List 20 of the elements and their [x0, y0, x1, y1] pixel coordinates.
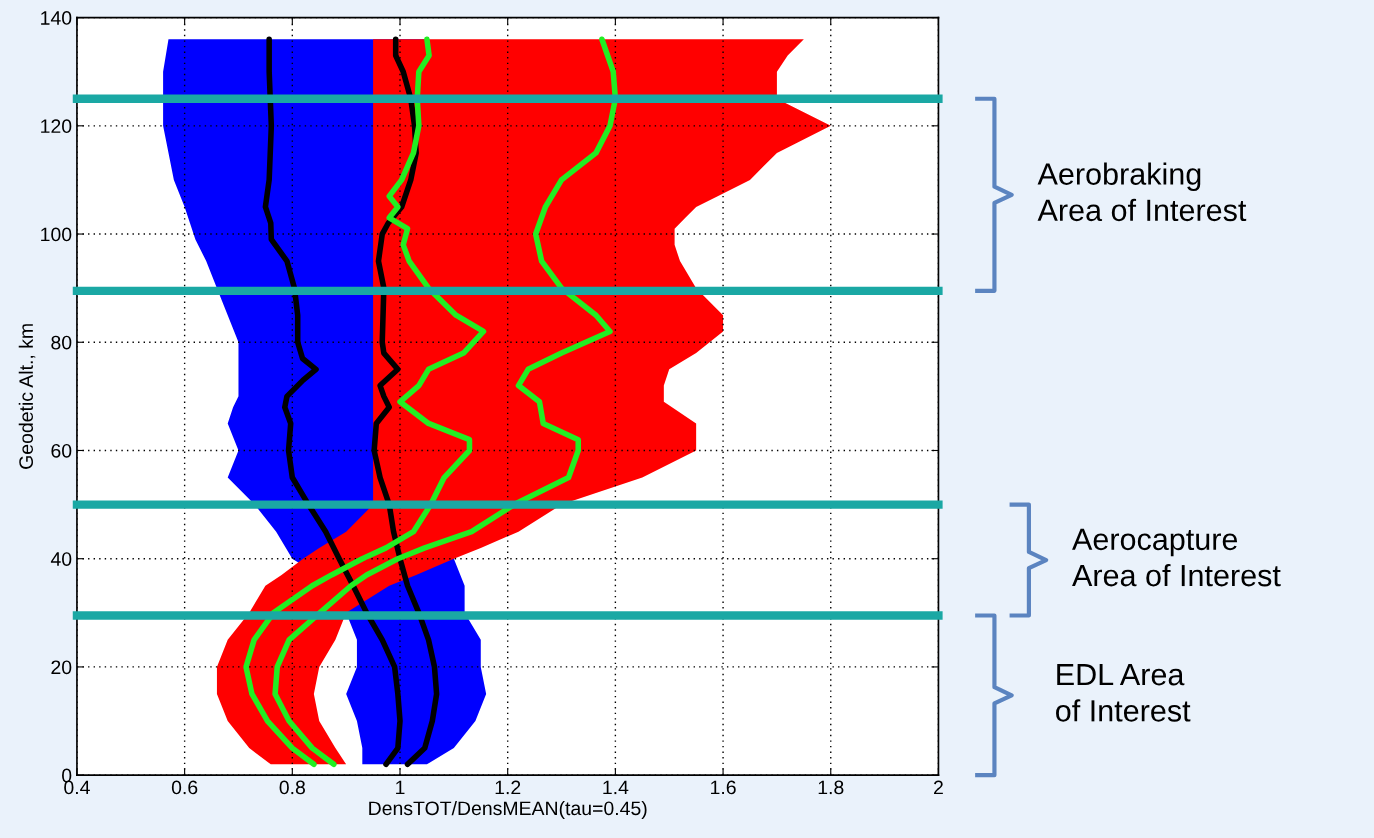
- y-axis-title: Geodetic Alt., km: [18, 324, 36, 469]
- x-tick-label: 2: [934, 780, 943, 795]
- x-tick-label: 0.6: [171, 780, 198, 795]
- x-axis-title: DensTOT/DensMEAN(tau=0.45): [369, 800, 647, 820]
- x-tick-label: 1.4: [603, 780, 629, 795]
- y-tick-label: 80: [51, 335, 72, 350]
- x-tick-label: 1.6: [711, 780, 736, 795]
- y-tick-label: 60: [51, 443, 72, 458]
- x-tick-label: 1.2: [495, 780, 521, 795]
- text: EDL Area of Interest: [1056, 664, 1191, 722]
- y-tick-label: 120: [41, 119, 72, 134]
- text: Aerocapture Area of Interest: [1072, 528, 1281, 587]
- y-tick-label: 140: [41, 11, 72, 25]
- x-tick-label: 0.8: [279, 780, 305, 795]
- x-tick-label: 1: [396, 780, 405, 795]
- y-tick-label: 40: [50, 552, 72, 566]
- x-tick-label: 1.8: [818, 780, 844, 795]
- y-tick-label: 100: [41, 227, 72, 242]
- text: Aerobraking Area of Interest: [1037, 162, 1247, 222]
- y-tick-label: 20: [51, 660, 72, 675]
